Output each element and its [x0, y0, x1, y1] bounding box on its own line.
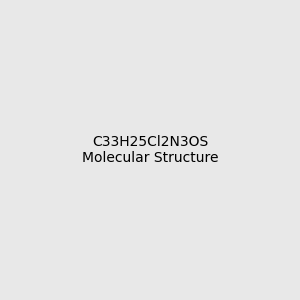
- Text: C33H25Cl2N3OS
Molecular Structure: C33H25Cl2N3OS Molecular Structure: [82, 135, 218, 165]
